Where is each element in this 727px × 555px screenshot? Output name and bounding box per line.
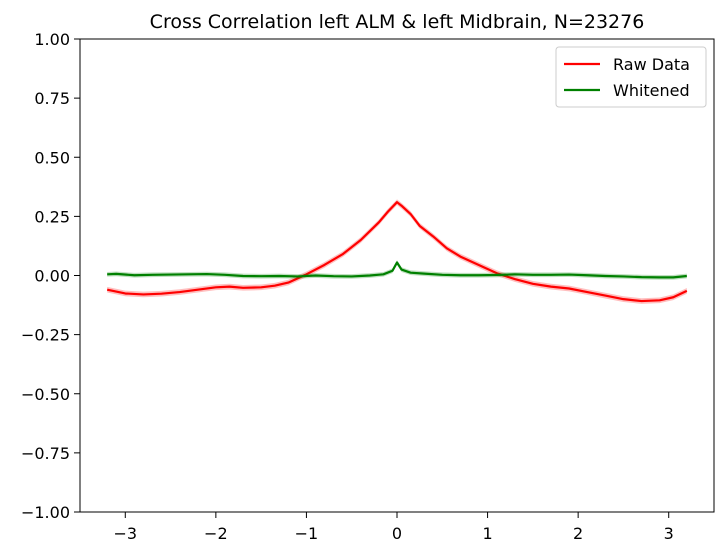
y-tick-label: 0.00 (34, 267, 70, 286)
y-tick-label: 1.00 (34, 30, 70, 49)
y-tick-label: −0.25 (21, 326, 70, 345)
y-tick-label: 0.50 (34, 148, 70, 167)
legend-label: Raw Data (613, 55, 690, 74)
series-band-0 (107, 199, 687, 304)
series-line-1 (107, 261, 687, 279)
x-tick-label: 1 (482, 524, 492, 543)
series-line-0 (106, 201, 688, 303)
legend: Raw Data Whitened (555, 46, 707, 108)
y-tick-label: 0.25 (34, 207, 70, 226)
x-tick-label: −3 (113, 524, 137, 543)
y-tick-label: −0.75 (21, 444, 70, 463)
x-tick-label: −2 (204, 524, 228, 543)
plot-area (106, 199, 688, 304)
x-axis: −3 −2 −1 0 1 2 3 (113, 512, 674, 543)
y-tick-label: 0.75 (34, 89, 70, 108)
y-tick-label: −0.50 (21, 385, 70, 404)
x-tick-label: −1 (295, 524, 319, 543)
y-axis: −1.00 −0.75 −0.50 −0.25 0.00 0.25 0.50 0.75 1.00 (21, 30, 80, 522)
x-tick-label: 0 (392, 524, 402, 543)
y-tick-label: −1.00 (21, 503, 70, 522)
legend-box (555, 46, 707, 108)
x-tick-label: 3 (664, 524, 674, 543)
chart-title: Cross Correlation left ALM & left Midbra… (150, 11, 645, 33)
legend-label: Whitened (613, 81, 690, 100)
x-tick-label: 2 (573, 524, 583, 543)
